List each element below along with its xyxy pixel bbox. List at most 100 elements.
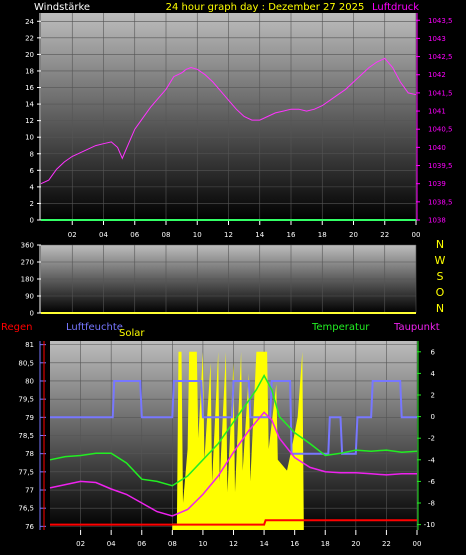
pressure-panel-time-axis: 02 04 06 08 10 12 14 16 18 20 22 00 (68, 220, 421, 239)
y-tick-label: 270 (21, 259, 34, 267)
y2-tick-label: 1040,5 (428, 126, 453, 134)
compass-label: W (435, 254, 446, 267)
y-tick-label: 20 (25, 51, 34, 59)
series-rain-line (50, 519, 417, 526)
x-tick-label: 20 (349, 231, 358, 239)
y-tick-label: 360 (21, 242, 34, 250)
y-tick-label: 10 (25, 134, 34, 142)
legend-solar: Solar (119, 328, 145, 339)
x-tick-label: 10 (198, 540, 207, 548)
x-tick-label: 02 (68, 231, 77, 239)
y2-tick-label: 1043 (428, 35, 446, 43)
y-tick-label: 90 (25, 293, 34, 301)
legend-temperature: Temperatur (311, 322, 370, 333)
y-tick-label: 80,5 (18, 359, 34, 367)
y2-tick-label: 1038 (428, 217, 446, 225)
x-tick-label: 14 (255, 231, 264, 239)
y2-tick-label: 1040 (428, 144, 446, 152)
y-tick-label: 78,5 (18, 432, 34, 440)
y-tick-label: 77,5 (18, 468, 34, 476)
y-tick-label: 180 (21, 276, 34, 284)
series-pressure-line (40, 57, 417, 185)
x-tick-label: 08 (168, 540, 177, 548)
y2-tick-label: 1039,5 (428, 162, 453, 170)
x-tick-label: 12 (224, 231, 233, 239)
y2-tick-label: 0 (431, 413, 435, 421)
series-solar-area (172, 351, 304, 530)
x-tick-label: 16 (290, 540, 299, 548)
y2-tick-label: -2 (428, 435, 435, 443)
humidity-axis: 76 76,5 77 77,5 78 78,5 79 79,5 80 80,5 81 (18, 341, 46, 531)
y2-tick-label: 1042 (428, 71, 446, 79)
pressure-panel-grid (41, 13, 417, 221)
y-tick-label: 4 (30, 183, 35, 191)
x-tick-label: 06 (130, 231, 139, 239)
y-tick-label: 22 (25, 34, 34, 42)
y2-tick-label: 1038,5 (428, 198, 453, 206)
pressure-axis: 1038 1038,5 1039 1039,5 1040 1040,5 1041 1041,5… (416, 13, 453, 225)
climate-panel-time-axis: 02 04 06 08 10 12 14 16 18 20 22 00 (76, 530, 421, 548)
x-tick-label: 20 (351, 540, 360, 548)
y-tick-label: 12 (25, 117, 34, 125)
y-tick-label: 79 (25, 414, 34, 422)
legend-dewpoint: Taupunkt (393, 322, 440, 333)
x-tick-label: 04 (107, 540, 116, 548)
y-tick-label: 24 (25, 18, 34, 26)
y-tick-label: 76 (25, 523, 34, 531)
y-tick-label: 16 (25, 84, 34, 92)
x-tick-label: 06 (137, 540, 146, 548)
x-tick-label: 04 (99, 231, 108, 239)
y2-tick-label: -10 (424, 521, 435, 529)
compass-label: S (437, 270, 444, 283)
y2-tick-label: 2 (431, 392, 435, 400)
wind-direction-degree-axis: 0 90 180 270 360 (21, 242, 41, 318)
y2-tick-label: 1043,5 (428, 17, 453, 25)
x-tick-label: 18 (321, 540, 330, 548)
y-tick-label: 79,5 (18, 396, 34, 404)
y-tick-label: 14 (25, 101, 34, 109)
y2-tick-label: 1042,5 (428, 53, 453, 61)
x-tick-label: 10 (193, 231, 202, 239)
y-tick-label: 77 (25, 487, 34, 495)
y-tick-label: 76,5 (18, 505, 34, 513)
x-tick-label: 12 (229, 540, 238, 548)
x-tick-label: 22 (380, 231, 389, 239)
header-left-label: Windstärke (34, 2, 90, 13)
y2-tick-label: 1041 (428, 108, 446, 116)
compass-label: N (436, 238, 444, 251)
temperature-axis: -10 -8 -6 -4 -2 0 2 4 6 (417, 341, 436, 530)
header-right-label: Luftdruck (372, 2, 419, 13)
y2-tick-label: -6 (428, 478, 436, 486)
legend-rain: Regen (1, 322, 33, 333)
x-tick-label: 08 (162, 231, 171, 239)
header-title: 24 hour graph day : Dezember 27 2025 (166, 2, 365, 13)
legend-humidity: Luftfeuchte (66, 322, 123, 333)
y2-tick-label: 4 (431, 370, 436, 378)
compass-label: N (436, 302, 444, 315)
series-humidity-line (50, 380, 417, 455)
y2-tick-label: 6 (431, 348, 436, 356)
series-dewpoint-line (49, 411, 417, 517)
x-tick-label: 00 (413, 540, 422, 548)
series-temperature-line (49, 374, 418, 487)
x-tick-label: 14 (260, 540, 269, 548)
y-tick-label: 81 (25, 341, 34, 349)
y-tick-label: 0 (30, 310, 34, 318)
y-tick-label: 78 (25, 450, 34, 458)
y2-tick-label: 1041,5 (428, 89, 453, 97)
compass-label: O (436, 286, 445, 299)
y2-tick-label: -4 (428, 456, 436, 464)
x-tick-label: 00 (412, 231, 421, 239)
y-tick-label: 8 (30, 150, 34, 158)
x-tick-label: 16 (287, 231, 296, 239)
y-tick-label: 80 (25, 377, 34, 385)
x-tick-label: 22 (382, 540, 391, 548)
y-tick-label: 18 (25, 67, 34, 75)
y2-tick-label: -8 (428, 500, 435, 508)
x-tick-label: 18 (318, 231, 327, 239)
y-tick-label: 6 (30, 167, 35, 175)
